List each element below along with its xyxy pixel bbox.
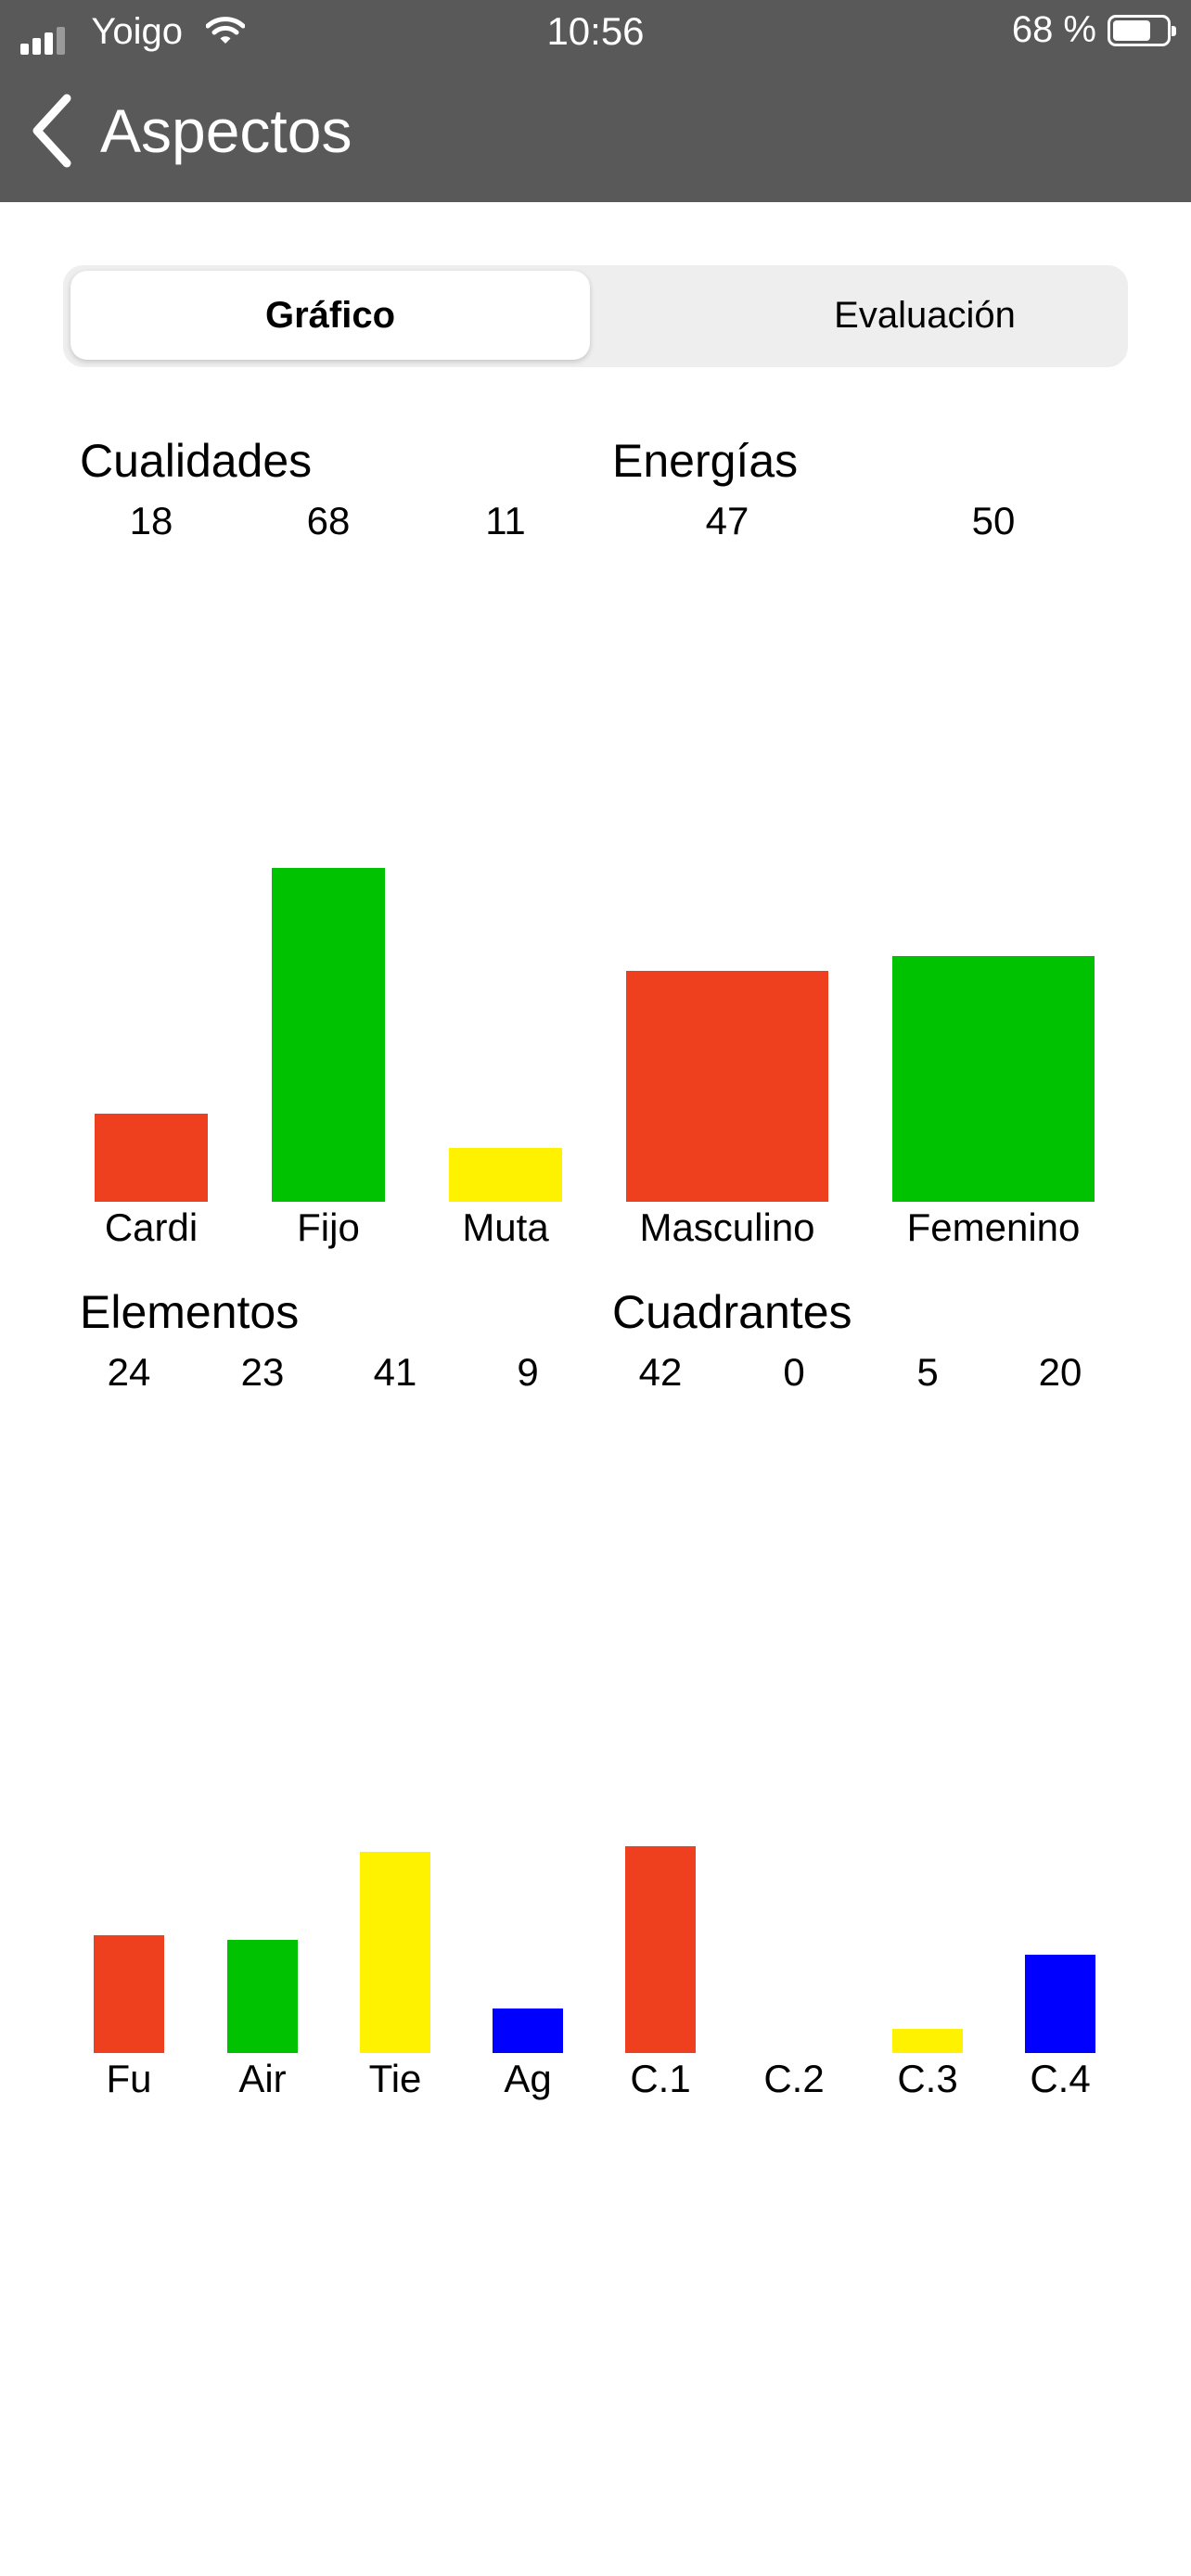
value-label: 24 xyxy=(107,1350,151,1394)
bar xyxy=(360,1851,430,2053)
value-label: 20 xyxy=(1038,1350,1082,1394)
value-label: 5 xyxy=(916,1350,939,1394)
tab-grafico[interactable]: Gráfico xyxy=(70,271,590,360)
segmented-control: Gráfico Evaluación xyxy=(63,265,1128,367)
battery-status: 68 % xyxy=(1011,9,1176,51)
back-button[interactable] xyxy=(24,91,80,171)
category-label: Fijo xyxy=(297,1205,360,1249)
chart-title: Elementos xyxy=(80,1286,300,1338)
value-label: 23 xyxy=(240,1350,285,1394)
carrier-info: Yoigo xyxy=(20,11,246,55)
value-label: 47 xyxy=(705,499,749,542)
bar xyxy=(94,1934,164,2053)
bar xyxy=(227,1940,298,2053)
value-label: 18 xyxy=(129,499,173,542)
category-label: Air xyxy=(238,2057,287,2100)
chevron-left-icon xyxy=(32,94,71,168)
category-label: Femenino xyxy=(906,1205,1081,1249)
chart-title: Energías xyxy=(612,435,799,487)
bar xyxy=(892,2028,963,2053)
category-label: Fu xyxy=(106,2057,152,2100)
header: Yoigo 10:56 68 % Aspectos xyxy=(0,0,1191,202)
page-title: Aspectos xyxy=(100,96,352,165)
carrier-name: Yoigo xyxy=(91,11,184,52)
bar xyxy=(272,867,385,1202)
value-label: 42 xyxy=(638,1350,683,1394)
category-label: C.4 xyxy=(1030,2057,1091,2100)
bar xyxy=(626,970,828,1202)
bar xyxy=(625,1846,696,2053)
category-label: C.1 xyxy=(630,2057,691,2100)
nav-bar: Aspectos xyxy=(0,83,1191,176)
value-label: 11 xyxy=(485,499,526,542)
value-label: 9 xyxy=(517,1350,539,1394)
signal-icon xyxy=(20,13,69,55)
category-label: Masculino xyxy=(639,1205,815,1249)
wifi-icon xyxy=(205,13,246,55)
bar xyxy=(449,1147,562,1202)
status-bar: Yoigo 10:56 68 % xyxy=(0,0,1191,65)
value-label: 0 xyxy=(783,1350,805,1394)
category-label: Cardi xyxy=(104,1205,198,1249)
category-label: Tie xyxy=(368,2057,422,2100)
battery-percent: 68 % xyxy=(1011,9,1096,50)
chart-title: Cuadrantes xyxy=(612,1286,852,1338)
battery-icon xyxy=(1108,14,1176,46)
category-label: C.3 xyxy=(897,2057,958,2100)
bar xyxy=(95,1113,208,1202)
category-label: Muta xyxy=(462,1205,549,1249)
bar xyxy=(892,956,1095,1202)
value-label: 41 xyxy=(373,1350,417,1394)
value-label: 68 xyxy=(306,499,351,542)
tab-evaluacion[interactable]: Evaluación xyxy=(834,294,1016,336)
status-time: 10:56 xyxy=(546,9,645,53)
chart-title: Cualidades xyxy=(80,435,313,487)
category-label: C.2 xyxy=(763,2057,825,2100)
bar xyxy=(1025,1955,1095,2053)
bar xyxy=(493,2009,563,2053)
value-label: 50 xyxy=(971,499,1016,542)
category-label: Ag xyxy=(504,2057,552,2100)
